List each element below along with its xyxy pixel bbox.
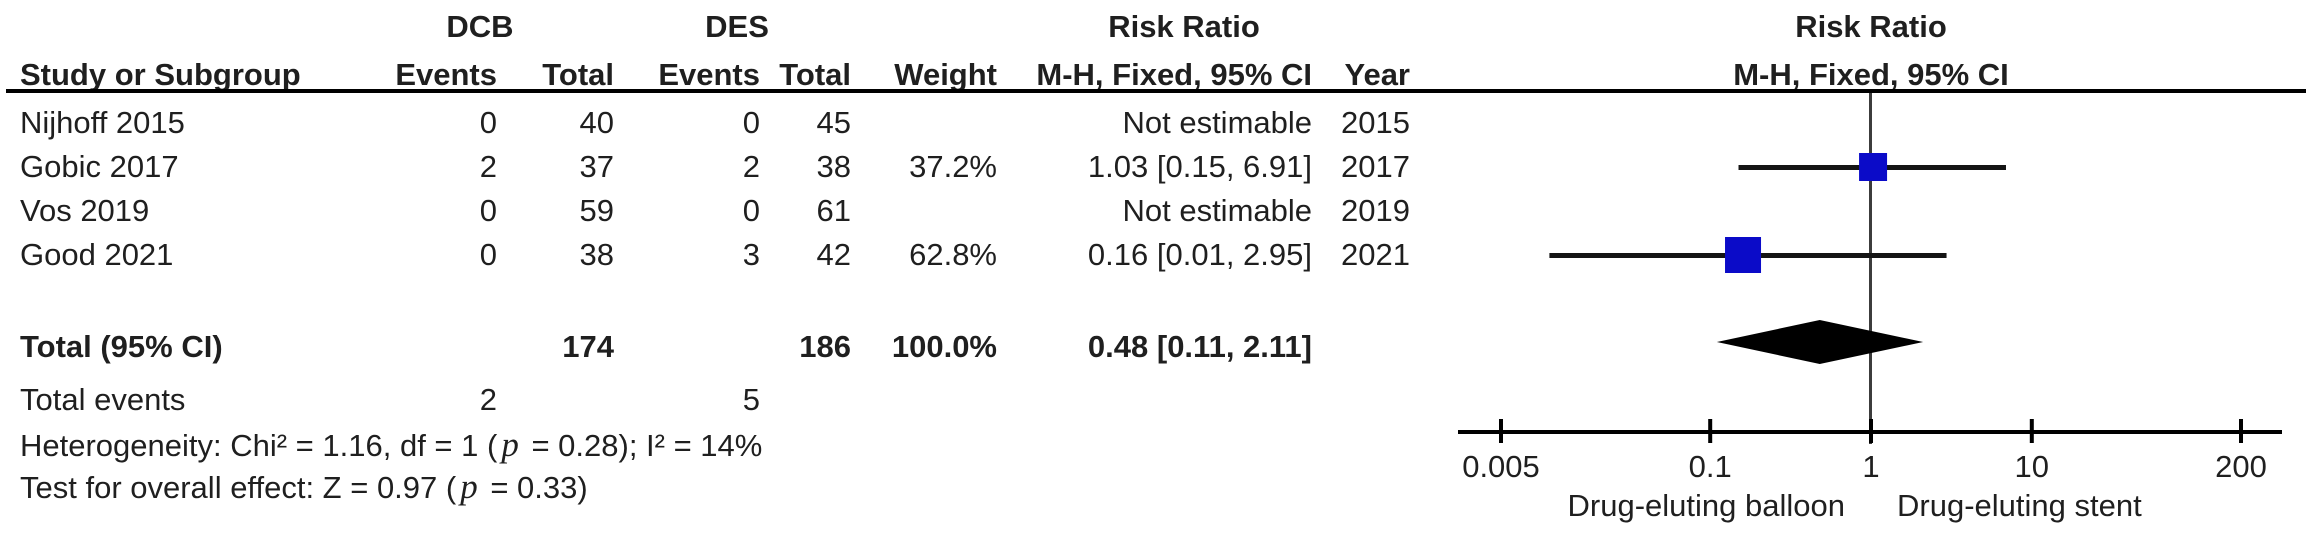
dcb-events: 0 [479,105,497,140]
risk-ratio-ci: Not estimable [1122,105,1312,140]
table-row: Good 2021 0 38 3 42 62.8% 0.16 [0.01, 2.… [0,233,2313,277]
header-rule [6,89,2306,93]
col-header-des-total: Total [779,57,851,92]
year: 2019 [1341,193,1410,228]
heterogeneity-text: Heterogeneity: Chi² = 1.16, df = 1 ( [20,428,498,463]
risk-ratio-ci: 1.03 [0.15, 6.91] [1087,149,1312,184]
header-group-row: DCB DES Risk Ratio Risk Ratio [0,5,2313,49]
axis-tick-label: 0.1 [1689,449,1732,484]
heterogeneity-text-cont: = 0.28); I² = 14% [522,428,763,463]
axis-tick-label: 1 [1862,449,1879,484]
col-header-rr-ci: M-H, Fixed, 95% CI [1036,57,1312,92]
risk-ratio-ci: 0.16 [0.01, 2.95] [1087,237,1312,272]
effect-size-marker [1859,153,1888,181]
weight: 62.8% [909,237,997,272]
dcb-events: 0 [479,193,497,228]
table-row: Nijhoff 2015 0 40 0 45 Not estimable 201… [0,101,2313,145]
total-row: Total (95% CI) 174 186 100.0% 0.48 [0.11… [0,325,2313,369]
col-header-study: Study or Subgroup [20,57,301,92]
group-header-des: DES [705,9,769,44]
des-events: 0 [742,193,760,228]
axis-tick [1498,419,1503,443]
header-columns-row: Study or Subgroup Events Total Events To… [0,53,2313,97]
dcb-total: 38 [579,237,614,272]
overall-effect-stats: Test for overall effect: Z = 0.97 (p = 0… [20,466,588,508]
year: 2017 [1341,149,1410,184]
p-symbol: p [460,467,478,506]
total-label: Total (95% CI) [20,329,223,364]
axis-tick-label: 0.005 [1462,449,1540,484]
overall-effect-text: Test for overall effect: Z = 0.97 ( [20,470,457,505]
col-header-dcb-events: Events [395,57,497,92]
axis-tick-label: 10 [2015,449,2049,484]
des-total: 61 [816,193,851,228]
des-total: 45 [816,105,851,140]
effect-size-marker [1725,237,1762,273]
dcb-total: 59 [579,193,614,228]
study-label: Vos 2019 [20,193,150,228]
total-events-dcb: 2 [479,382,497,417]
total-risk-ratio-ci: 0.48 [0.11, 2.11] [1087,329,1312,364]
total-events-row: Total events 2 5 [0,378,2313,422]
year: 2015 [1341,105,1410,140]
plot-title: Risk Ratio [1795,9,1947,44]
table-row: Gobic 2017 2 37 2 38 37.2% 1.03 [0.15, 6… [0,145,2313,189]
des-total: 42 [816,237,851,272]
risk-ratio-ci: Not estimable [1122,193,1312,228]
total-des-n: 186 [799,329,851,364]
study-label: Gobic 2017 [20,149,179,184]
col-header-year: Year [1344,57,1410,92]
des-events: 2 [742,149,760,184]
p-symbol: p [501,425,519,464]
favors-right-label: Drug-eluting stent [1897,488,2142,523]
col-header-des-events: Events [658,57,760,92]
total-diamond [1716,320,1924,364]
dcb-events: 2 [479,149,497,184]
dcb-total: 37 [579,149,614,184]
total-dcb-n: 174 [562,329,614,364]
table-row: Vos 2019 0 59 0 61 Not estimable 2019 [0,189,2313,233]
axis-tick [2029,419,2034,443]
total-weight: 100.0% [891,329,997,364]
des-total: 38 [816,149,851,184]
total-events-label: Total events [20,382,186,417]
group-header-dcb: DCB [446,9,514,44]
axis-tick-label: 200 [2215,449,2267,484]
heterogeneity-stats: Heterogeneity: Chi² = 1.16, df = 1 (p = … [20,424,762,466]
risk-ratio-column-title: Risk Ratio [1108,9,1260,44]
axis-tick [2239,419,2244,443]
axis-tick [1708,419,1713,443]
col-header-weight: Weight [894,57,997,92]
study-label: Nijhoff 2015 [20,105,185,140]
des-events: 0 [742,105,760,140]
favors-left-label: Drug-eluting balloon [1568,488,1845,523]
des-events: 3 [742,237,760,272]
total-events-des: 5 [742,382,760,417]
overall-effect-text-cont: = 0.33) [481,470,588,505]
plot-subtitle: M-H, Fixed, 95% CI [1733,57,2009,92]
no-effect-line [1869,93,1872,444]
dcb-total: 40 [579,105,614,140]
axis-tick [1869,419,1873,443]
year: 2021 [1341,237,1410,272]
study-label: Good 2021 [20,237,174,272]
col-header-dcb-total: Total [542,57,614,92]
weight: 37.2% [909,149,997,184]
dcb-events: 0 [479,237,497,272]
